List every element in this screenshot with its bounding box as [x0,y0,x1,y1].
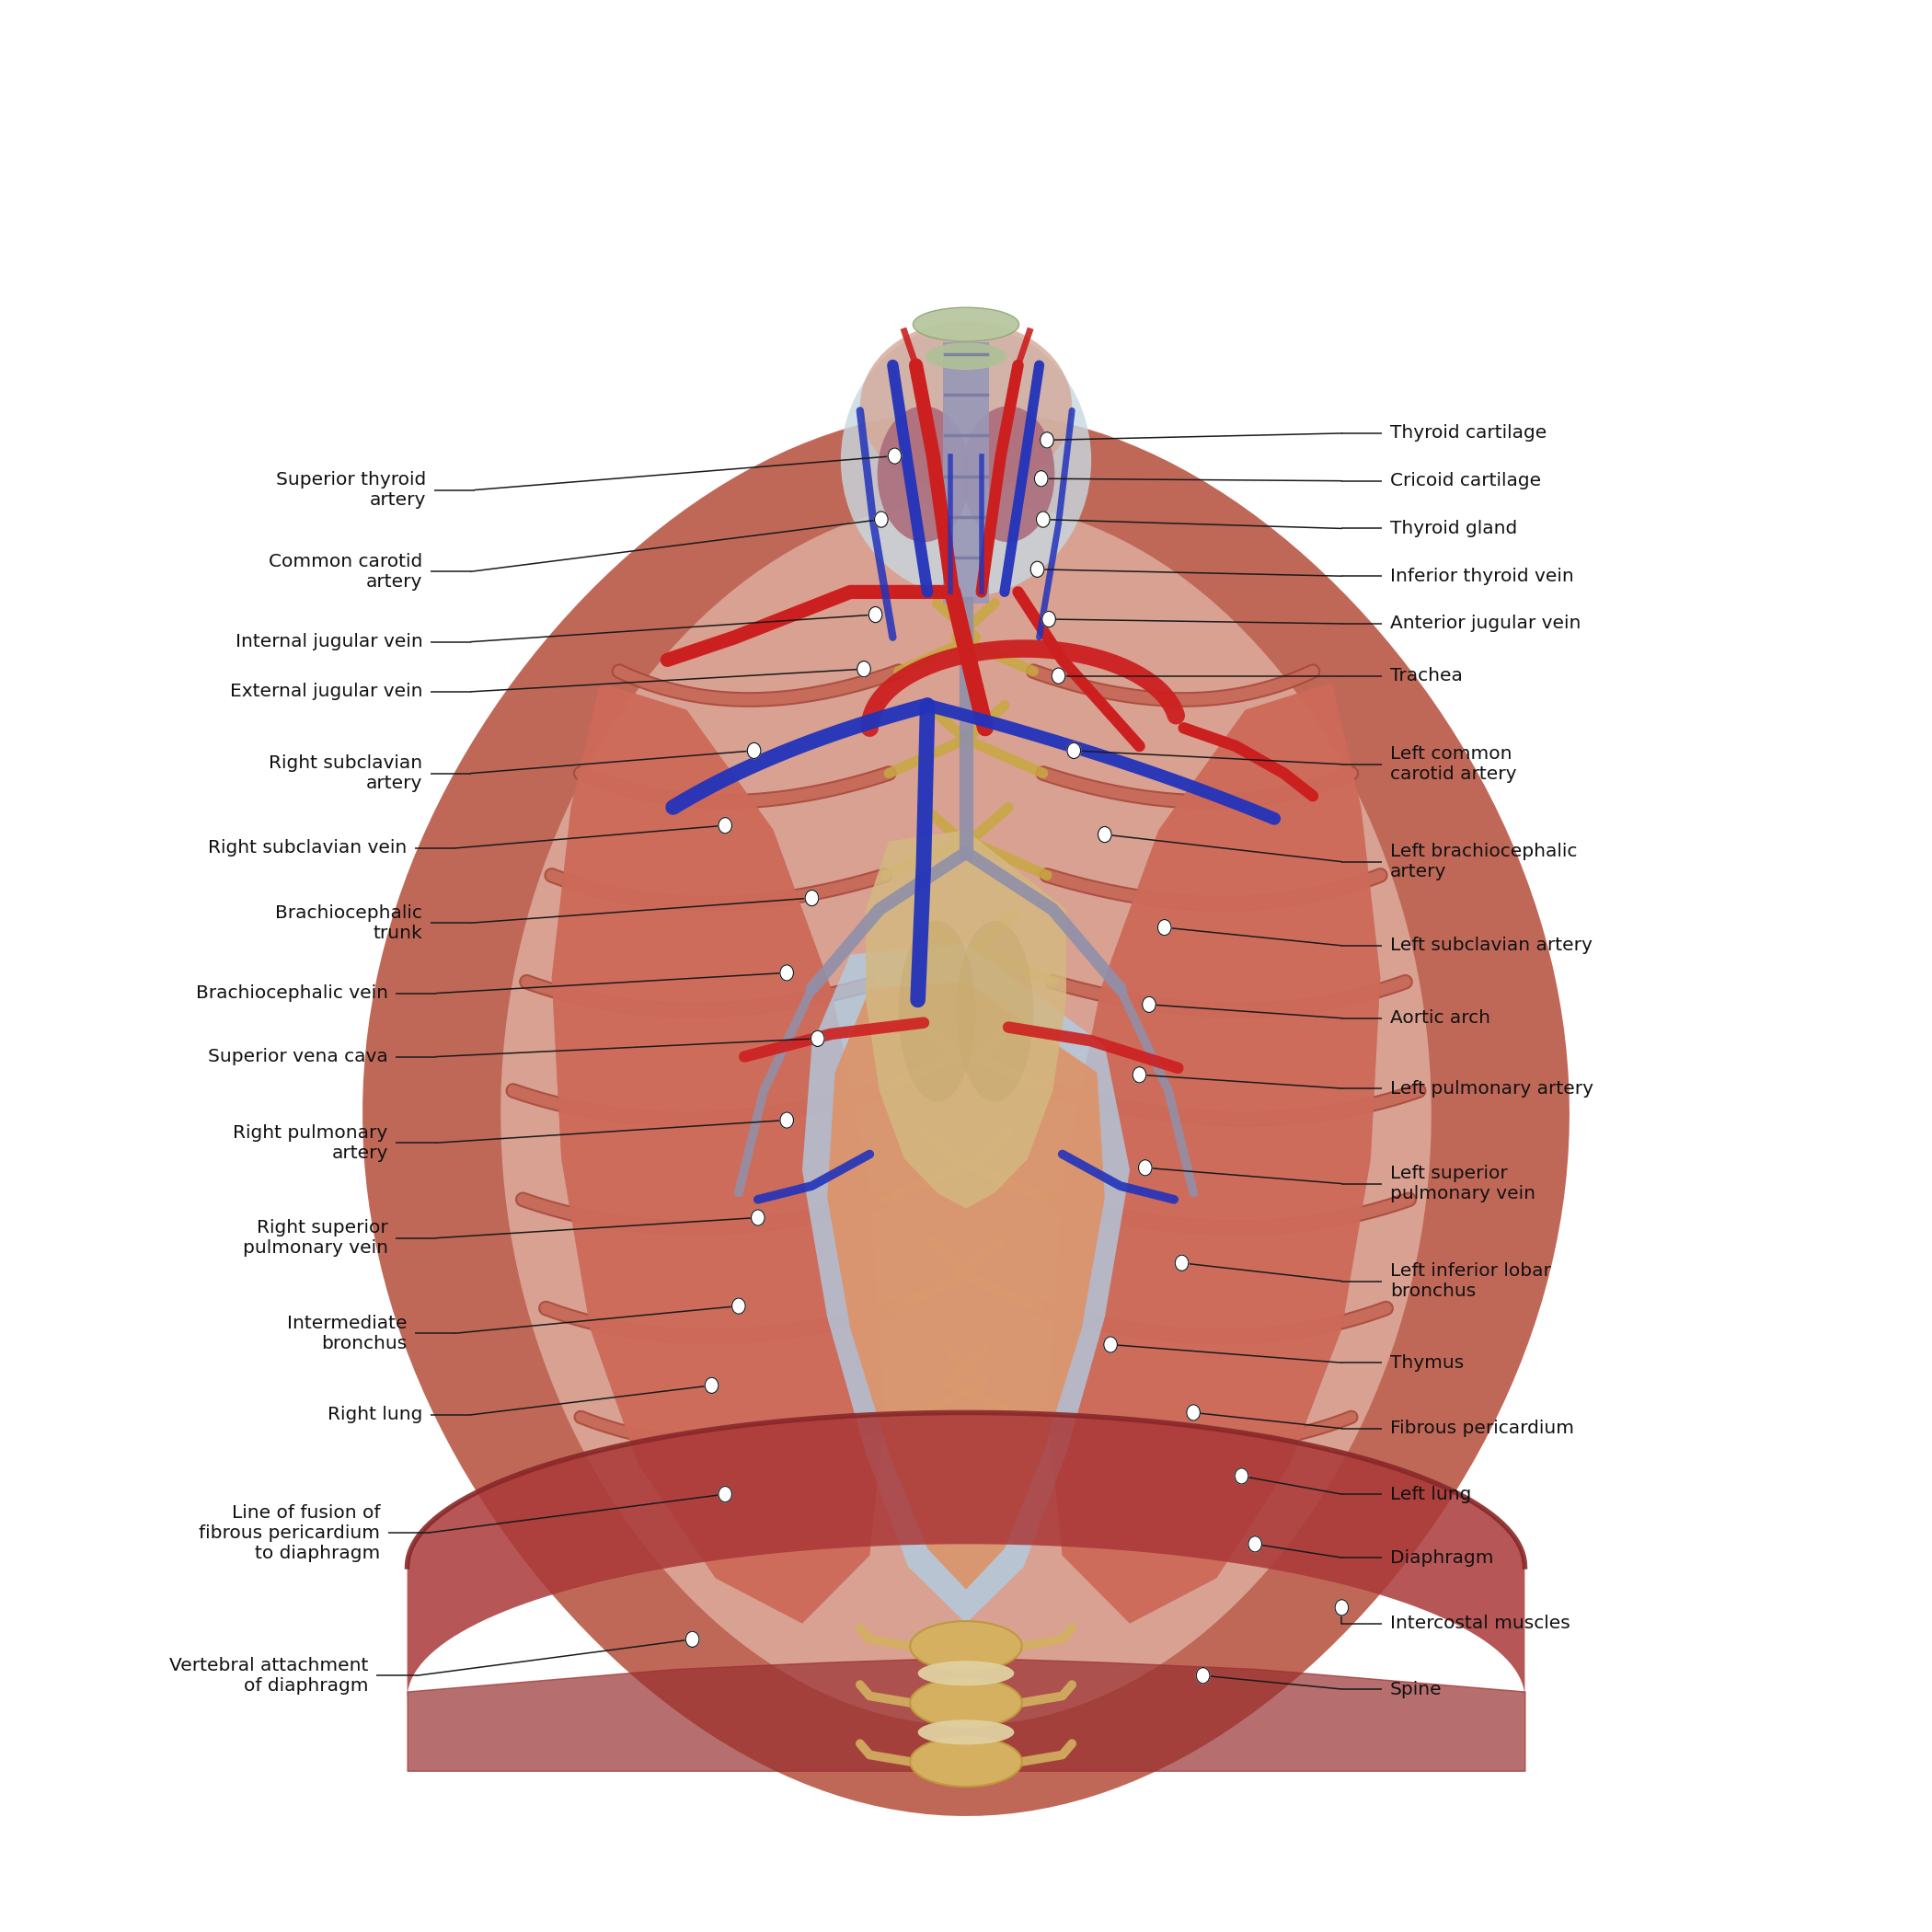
Polygon shape [1047,682,1379,1623]
Ellipse shape [925,342,1007,369]
Text: Left brachiocephalic
artery: Left brachiocephalic artery [1389,842,1577,881]
Text: Line of fusion of
fibrous pericardium
to diaphragm: Line of fusion of fibrous pericardium to… [199,1503,381,1561]
Text: Aortic arch: Aortic arch [1389,1009,1490,1028]
Circle shape [1132,1066,1146,1082]
Ellipse shape [860,321,1072,491]
Text: Thyroid cartilage: Thyroid cartilage [1389,425,1546,442]
Circle shape [1039,433,1053,448]
Text: Superior vena cava: Superior vena cava [209,1047,388,1065]
Circle shape [719,817,732,833]
Text: Spine: Spine [1389,1681,1441,1698]
Text: Internal jugular vein: Internal jugular vein [236,634,423,651]
Circle shape [806,891,819,906]
Polygon shape [408,1412,1524,1698]
Circle shape [1186,1405,1200,1420]
Text: Common carotid
artery: Common carotid artery [269,553,423,591]
Text: External jugular vein: External jugular vein [230,682,423,701]
Ellipse shape [918,1719,1014,1745]
Circle shape [748,742,761,759]
Text: Left superior
pulmonary vein: Left superior pulmonary vein [1389,1165,1536,1202]
Ellipse shape [918,1662,1014,1687]
Circle shape [1103,1337,1117,1352]
Text: Right pulmonary
artery: Right pulmonary artery [234,1124,388,1161]
Text: Diaphragm: Diaphragm [1389,1549,1493,1567]
Circle shape [1030,562,1043,578]
Text: Brachiocephalic
trunk: Brachiocephalic trunk [276,904,423,941]
Text: Vertebral attachment
of diaphragm: Vertebral attachment of diaphragm [170,1656,369,1694]
Circle shape [1138,1159,1151,1177]
Text: Left common
carotid artery: Left common carotid artery [1389,746,1517,782]
Circle shape [1235,1468,1248,1484]
Text: Right subclavian vein: Right subclavian vein [209,838,408,858]
Text: Intermediate
bronchus: Intermediate bronchus [288,1314,408,1352]
Circle shape [1157,920,1171,935]
Polygon shape [827,981,1105,1590]
Polygon shape [943,342,989,603]
Circle shape [705,1378,719,1393]
Text: Intercostal muscles: Intercostal muscles [1389,1615,1571,1633]
Circle shape [869,607,883,622]
Ellipse shape [962,406,1055,543]
Ellipse shape [840,325,1092,597]
Circle shape [781,1113,794,1128]
Polygon shape [866,831,1066,1209]
Text: Right lung: Right lung [328,1406,423,1424]
Circle shape [752,1209,765,1225]
Ellipse shape [910,1621,1022,1671]
Text: Thymus: Thymus [1389,1354,1464,1372]
Text: Superior thyroid
artery: Superior thyroid artery [276,471,427,508]
Circle shape [1097,827,1111,842]
Circle shape [875,512,889,527]
Circle shape [1051,668,1065,684]
Text: Thyroid gland: Thyroid gland [1389,520,1517,537]
Ellipse shape [898,922,976,1101]
Text: Left subclavian artery: Left subclavian artery [1389,937,1592,954]
Circle shape [1142,997,1155,1012]
Text: Fibrous pericardium: Fibrous pericardium [1389,1420,1575,1437]
Polygon shape [500,500,1432,1725]
Text: Left lung: Left lung [1389,1486,1472,1503]
Circle shape [1066,742,1080,759]
Text: Trachea: Trachea [1389,667,1463,684]
Circle shape [1335,1600,1349,1615]
Circle shape [1175,1256,1188,1271]
Polygon shape [1047,682,1379,1623]
Text: Left inferior lobar
bronchus: Left inferior lobar bronchus [1389,1262,1551,1300]
Text: Right subclavian
artery: Right subclavian artery [269,755,423,792]
Circle shape [1041,611,1055,628]
Text: Left pulmonary artery: Left pulmonary artery [1389,1080,1594,1097]
Circle shape [732,1298,746,1314]
Circle shape [686,1631,699,1648]
Text: Brachiocephalic vein: Brachiocephalic vein [195,985,388,1003]
Polygon shape [363,412,1569,1816]
Circle shape [1248,1536,1262,1551]
Circle shape [811,1030,825,1047]
Ellipse shape [956,922,1034,1101]
Circle shape [889,448,902,464]
Circle shape [1036,512,1049,527]
Polygon shape [553,682,885,1623]
Ellipse shape [914,307,1018,342]
Circle shape [1196,1667,1209,1683]
Circle shape [719,1486,732,1501]
Circle shape [1034,471,1047,487]
Text: Cricoid cartilage: Cricoid cartilage [1389,471,1542,489]
Polygon shape [553,682,885,1623]
Text: Anterior jugular vein: Anterior jugular vein [1389,614,1580,632]
Ellipse shape [910,1737,1022,1787]
Circle shape [781,964,794,981]
Text: Right superior
pulmonary vein: Right superior pulmonary vein [243,1219,388,1258]
Polygon shape [802,943,1130,1623]
Ellipse shape [877,406,970,543]
Ellipse shape [910,1677,1022,1727]
Circle shape [858,661,871,676]
Text: Inferior thyroid vein: Inferior thyroid vein [1389,568,1575,585]
